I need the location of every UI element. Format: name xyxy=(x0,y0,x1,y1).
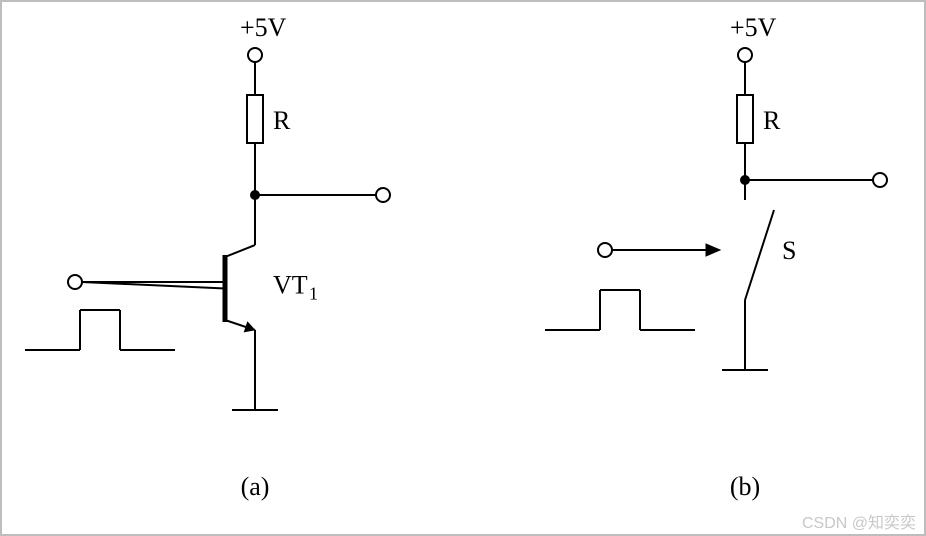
svg-text:(b): (b) xyxy=(730,472,760,501)
svg-text:+5V: +5V xyxy=(240,13,287,42)
circuit-a: +5V R VT1 (a) xyxy=(25,13,390,501)
svg-text:1: 1 xyxy=(309,284,318,304)
circuit-b: +5V R S (b) xyxy=(545,13,887,501)
svg-text:VT: VT xyxy=(273,271,308,300)
svg-text:S: S xyxy=(782,236,796,265)
circuit-diagram: +5V R VT1 (a) +5V R S (b) CSDN @知奕奕 xyxy=(0,0,926,536)
svg-text:R: R xyxy=(763,106,781,135)
svg-text:(a): (a) xyxy=(241,472,270,501)
watermark: CSDN @知奕奕 xyxy=(802,514,916,532)
svg-text:R: R xyxy=(273,106,291,135)
svg-text:+5V: +5V xyxy=(730,13,777,42)
